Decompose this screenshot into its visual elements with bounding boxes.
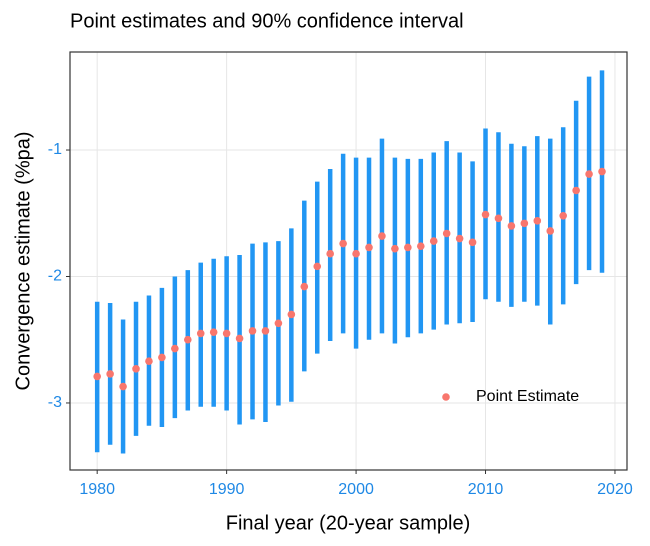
point (481, 210, 490, 219)
plot-border (69, 51, 628, 471)
x-tick-label: 2000 (338, 481, 374, 498)
point (404, 243, 412, 252)
point (145, 357, 153, 366)
point (585, 170, 593, 178)
point (572, 186, 580, 195)
point (468, 238, 477, 247)
point (559, 211, 567, 220)
x-tick-label: 1990 (209, 481, 245, 498)
legend-marker (442, 393, 450, 401)
point (261, 327, 270, 335)
point (119, 382, 127, 391)
point (352, 249, 360, 258)
point (339, 239, 347, 248)
point (158, 353, 166, 362)
point (222, 329, 231, 338)
point (106, 370, 114, 378)
point (171, 344, 179, 353)
y-tick-label: -2 (48, 268, 62, 285)
point (326, 249, 334, 258)
point (520, 219, 529, 228)
point (378, 232, 386, 240)
point (442, 229, 451, 238)
point (494, 214, 503, 223)
point (533, 217, 542, 225)
x-axis-label: Final year (20-year sample) (226, 512, 471, 534)
point (598, 167, 606, 176)
y-tick-label: -1 (48, 141, 62, 158)
point (416, 242, 425, 250)
y-tick-label: -3 (48, 394, 62, 411)
y-axis-label: Convergence estimate (%pa) (12, 131, 34, 390)
point (365, 243, 373, 252)
x-tick-label: 1980 (79, 481, 115, 498)
point (546, 227, 555, 235)
legend-label: Point Estimate (476, 388, 579, 405)
point (235, 334, 244, 343)
point (183, 335, 192, 344)
point (209, 328, 218, 336)
point (196, 329, 205, 338)
point (313, 262, 322, 271)
point (132, 365, 140, 373)
point (455, 234, 464, 243)
x-tick-label: 2010 (468, 481, 504, 498)
point (248, 327, 257, 335)
point (93, 372, 101, 381)
point (300, 282, 309, 291)
point (429, 237, 438, 245)
point (507, 222, 516, 230)
x-tick-label: 2020 (597, 481, 633, 498)
chart-title: Point estimates and 90% confidence inter… (70, 10, 464, 32)
point (287, 310, 296, 319)
point (391, 244, 399, 253)
point (274, 319, 283, 328)
